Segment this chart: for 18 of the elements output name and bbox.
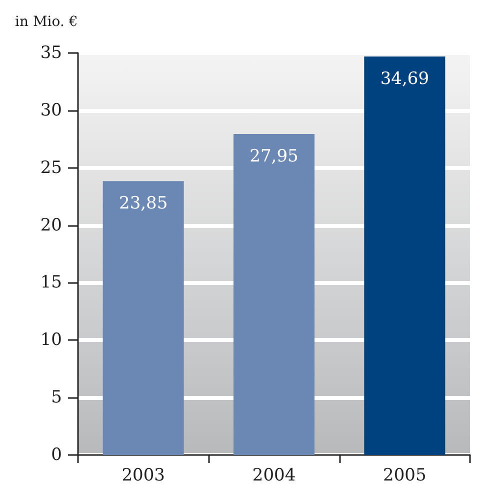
bar [233, 134, 315, 455]
data-label: 27,95 [250, 146, 298, 166]
x-tick-label: 2004 [252, 466, 296, 486]
y-tick-label: 25 [40, 158, 62, 178]
bar [102, 181, 184, 455]
data-label: 34,69 [380, 69, 430, 90]
x-tick-label: 2003 [122, 466, 165, 486]
data-label: 23,85 [118, 194, 168, 214]
y-axis-title: in Mio. € [15, 14, 78, 30]
y-tick-label: 15 [40, 272, 62, 293]
y-tick-label: 10 [40, 330, 62, 350]
y-tick-label: 0 [51, 445, 62, 465]
x-tick-label: 2005 [383, 466, 426, 486]
y-tick-label: 30 [40, 100, 62, 120]
y-tick-label: 5 [51, 388, 62, 408]
y-tick-label: 20 [40, 215, 62, 236]
y-tick-label: 35 [40, 43, 62, 63]
bar [364, 56, 446, 455]
